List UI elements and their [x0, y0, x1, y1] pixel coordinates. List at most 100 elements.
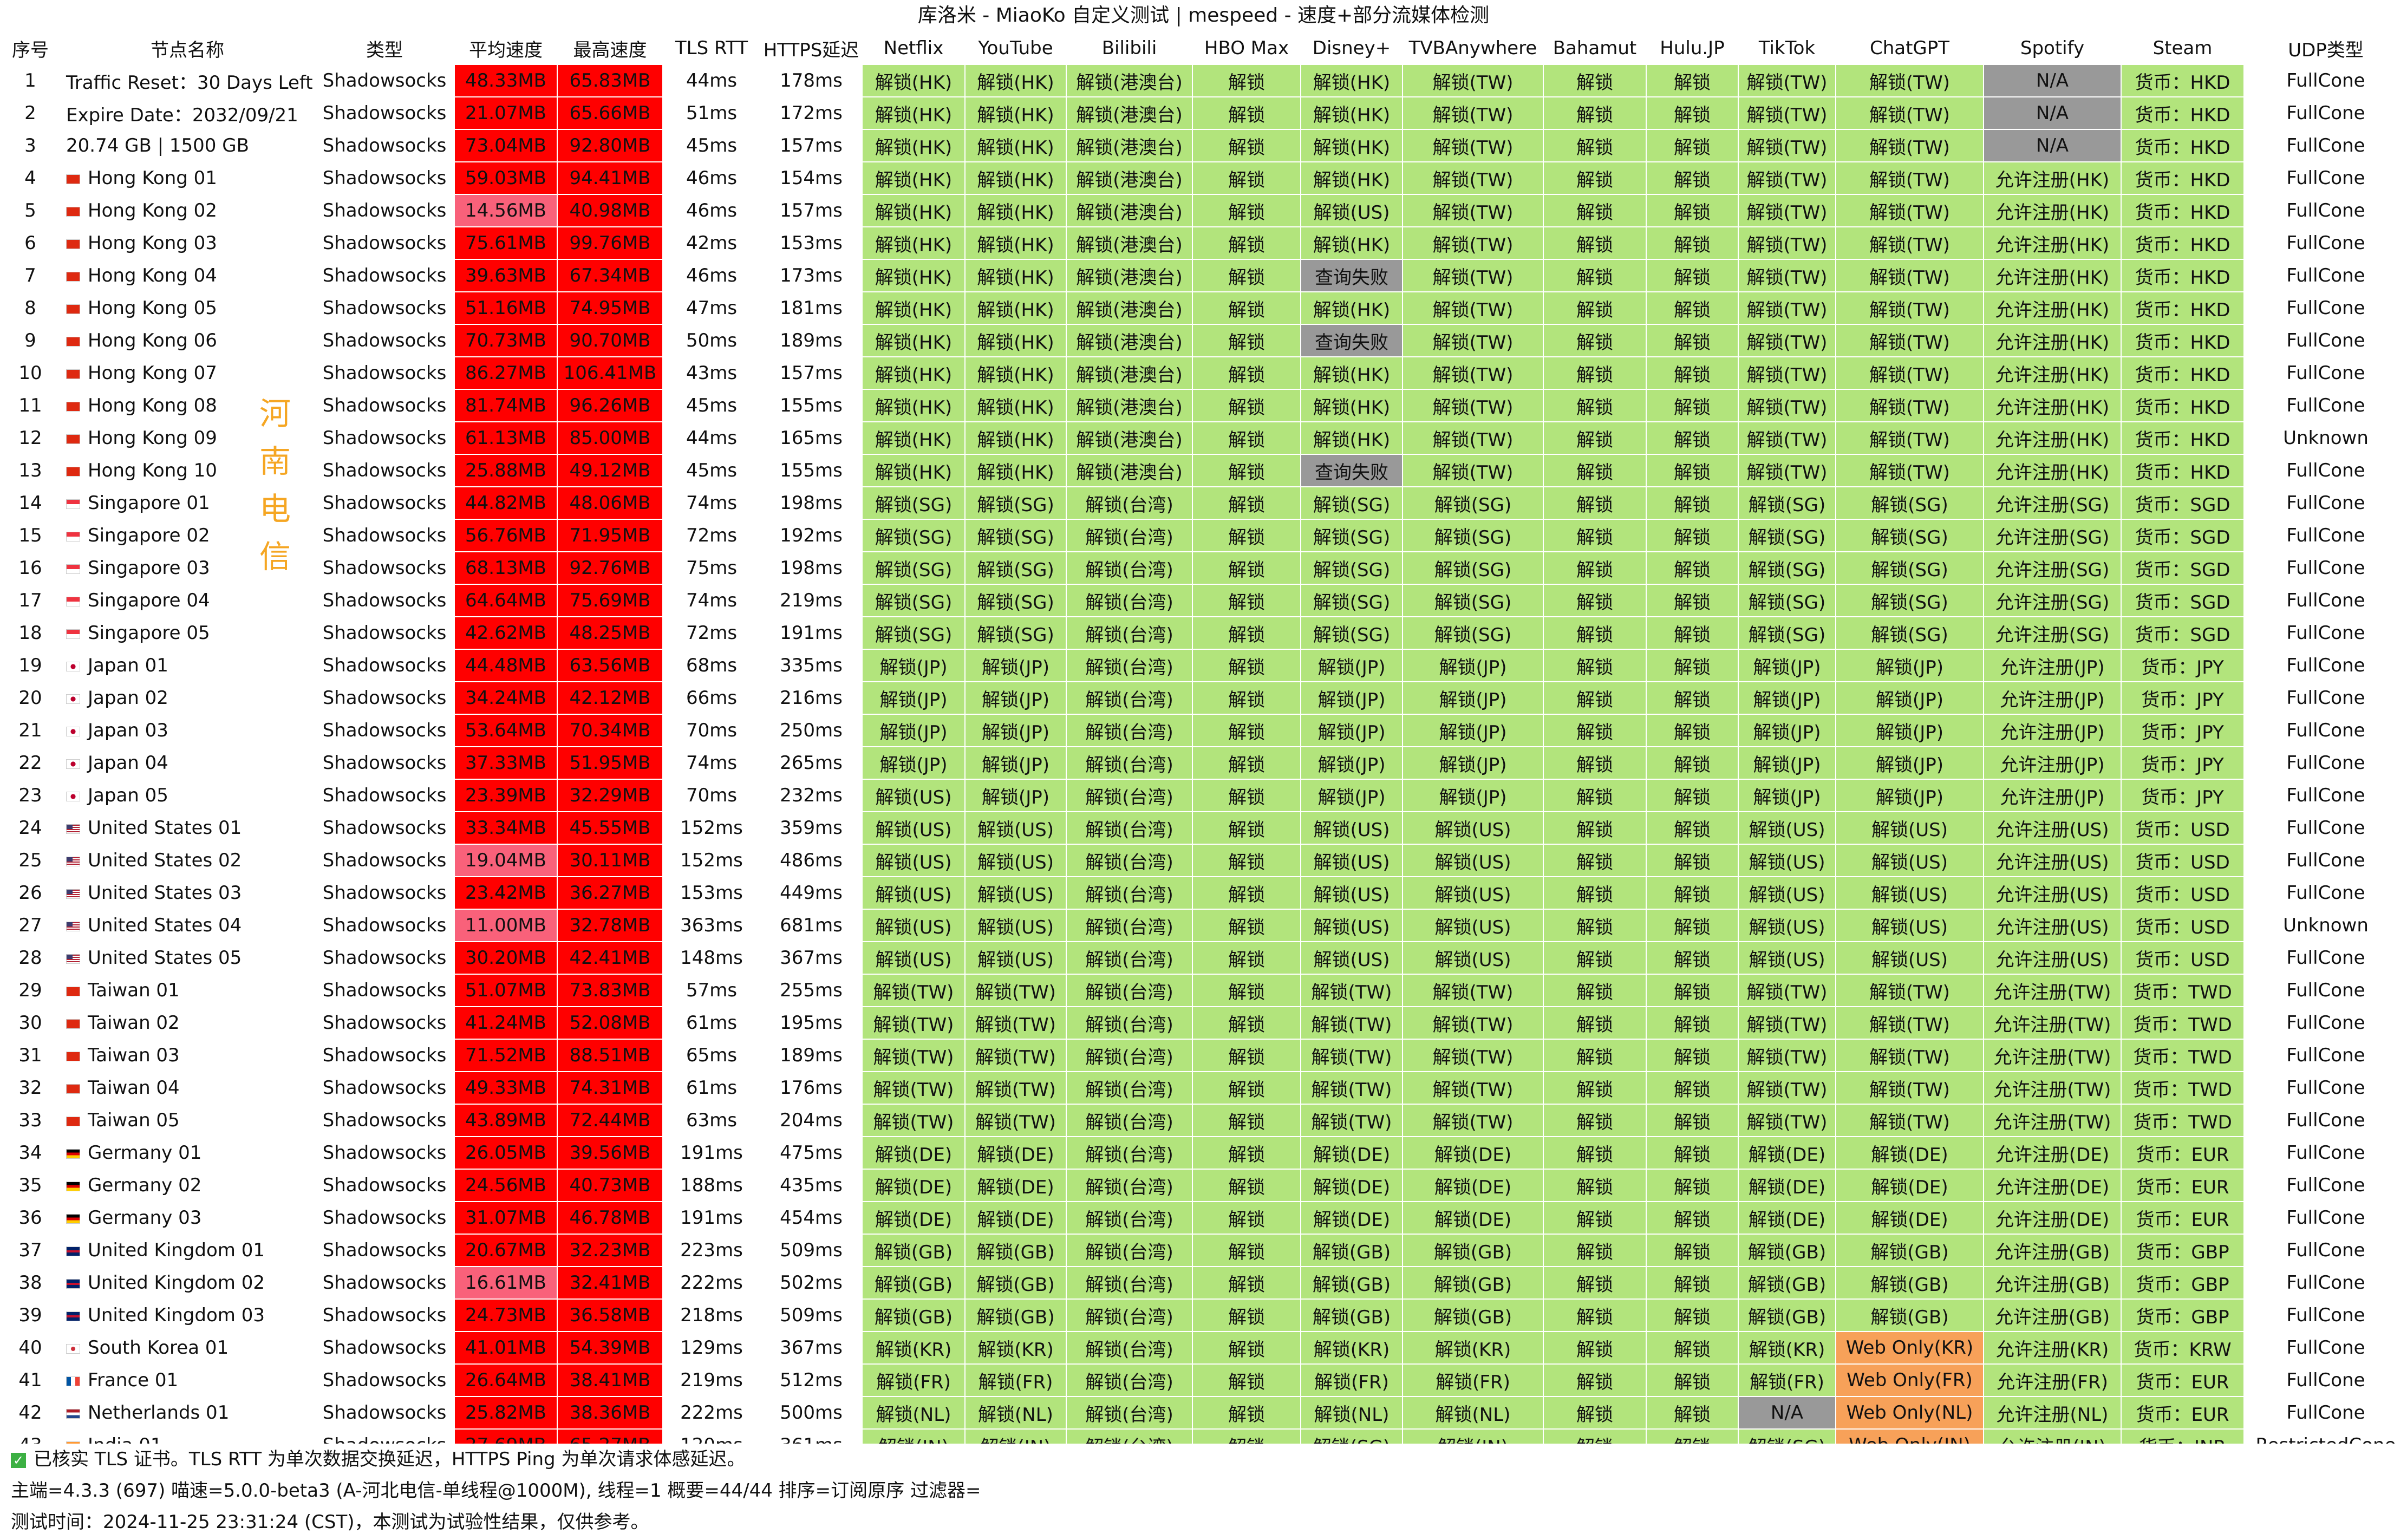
cell-type: Shadowsocks	[314, 1363, 455, 1397]
cell-type: Shadowsocks	[314, 486, 455, 520]
cell-avg: 51.07MB	[454, 974, 558, 1007]
cell-https: 219ms	[760, 584, 863, 617]
cell-hbo: 解锁	[1192, 616, 1301, 650]
cell-type: Shadowsocks	[314, 1104, 455, 1137]
cell-steam: 货币：HKD	[2121, 454, 2245, 487]
cell-udp: FullCone	[2243, 291, 2407, 325]
cell-udp: FullCone	[2243, 1071, 2407, 1105]
cell-netflix: 解锁(TW)	[862, 1104, 966, 1137]
cell-bilibili: 解锁(港澳台)	[1066, 389, 1193, 422]
cell-netflix: 解锁(GB)	[862, 1298, 966, 1332]
cell-type: Shadowsocks	[314, 454, 455, 487]
node-name: Hong Kong 08	[88, 395, 217, 416]
cell-steam: 货币：EUR	[2121, 1201, 2245, 1235]
cell-spotify: 允许注册(GB)	[1983, 1298, 2122, 1332]
cell-spotify: 允许注册(TW)	[1983, 974, 2122, 1007]
cell-netflix: 解锁(SG)	[862, 519, 966, 552]
cell-chatgpt: Web Only(FR)	[1835, 1363, 1984, 1397]
cell-tls: 222ms	[662, 1396, 761, 1430]
cell-bahamut: 解锁	[1543, 1234, 1647, 1267]
node-name: Hong Kong 01	[88, 167, 217, 189]
cell-chatgpt: 解锁(TW)	[1835, 194, 1984, 227]
cell-hulu: 解锁	[1646, 714, 1739, 747]
cell-hulu: 解锁	[1646, 974, 1739, 1007]
node-name: Hong Kong 07	[88, 362, 217, 384]
cell-avg: 31.07MB	[454, 1201, 558, 1235]
cell-tvb: 解锁(TW)	[1402, 356, 1544, 390]
column-header: Netflix	[862, 31, 966, 65]
cell-bilibili: 解锁(台湾)	[1066, 1104, 1193, 1137]
cell-idx: 1	[0, 64, 61, 97]
cell-avg: 64.64MB	[454, 584, 558, 617]
cell-avg: 25.88MB	[454, 454, 558, 487]
cell-spotify: 允许注册(KR)	[1983, 1331, 2122, 1365]
cell-type: Shadowsocks	[314, 876, 455, 910]
cell-hbo: 解锁	[1192, 324, 1301, 357]
cell-bilibili: 解锁(港澳台)	[1066, 64, 1193, 97]
table-row: 36 Germany 03 Shadowsocks 31.07MB 46.78MB 191…	[0, 1201, 2407, 1235]
cell-youtube: 解锁(US)	[964, 909, 1067, 942]
column-header: 序号	[0, 31, 61, 65]
cell-disney: 解锁(JP)	[1300, 649, 1403, 682]
column-header: Steam	[2121, 31, 2245, 65]
cell-hbo: 解锁	[1192, 1039, 1301, 1072]
cell-bahamut: 解锁	[1543, 194, 1647, 227]
cell-https: 216ms	[760, 681, 863, 715]
cell-udp: FullCone	[2243, 324, 2407, 357]
column-header: HBO Max	[1192, 31, 1301, 65]
cell-disney: 解锁(TW)	[1300, 1006, 1403, 1040]
cell-idx: 34	[0, 1136, 61, 1170]
cell-bahamut: 解锁	[1543, 324, 1647, 357]
cell-type: Shadowsocks	[314, 1169, 455, 1202]
cell-bilibili: 解锁(港澳台)	[1066, 129, 1193, 162]
cell-tiktok: 解锁(TW)	[1738, 1071, 1836, 1105]
cell-spotify: 允许注册(US)	[1983, 909, 2122, 942]
cell-hulu: 解锁	[1646, 356, 1739, 390]
cell-max: 74.95MB	[557, 291, 663, 325]
cell-name: Singapore 05	[60, 616, 315, 650]
cell-youtube: 解锁(HK)	[964, 194, 1067, 227]
cell-tvb: 解锁(US)	[1402, 941, 1544, 975]
cell-avg: 23.39MB	[454, 779, 558, 812]
cell-type: Shadowsocks	[314, 551, 455, 585]
cell-udp: FullCone	[2243, 226, 2407, 260]
cell-netflix: 解锁(KR)	[862, 1331, 966, 1365]
cell-udp: FullCone	[2243, 64, 2407, 97]
cell-bilibili: 解锁(港澳台)	[1066, 194, 1193, 227]
cell-udp: FullCone	[2243, 486, 2407, 520]
cell-udp: FullCone	[2243, 389, 2407, 422]
cell-spotify: 允许注册(HK)	[1983, 389, 2122, 422]
cell-tiktok: 解锁(JP)	[1738, 649, 1836, 682]
cell-hbo: 解锁	[1192, 681, 1301, 715]
cell-bilibili: 解锁(港澳台)	[1066, 226, 1193, 260]
table-row: 28 United States 05 Shadowsocks 30.20MB 42.4…	[0, 941, 2407, 975]
cell-bahamut: 解锁	[1543, 486, 1647, 520]
cell-max: 73.83MB	[557, 974, 663, 1007]
cell-steam: 货币：USD	[2121, 811, 2245, 845]
cell-hulu: 解锁	[1646, 1363, 1739, 1397]
cell-bahamut: 解锁	[1543, 1363, 1647, 1397]
cell-name: Japan 01	[60, 649, 315, 682]
cell-idx: 26	[0, 876, 61, 910]
table-row: 37 United Kingdom 01 Shadowsocks 20.67MB 32.…	[0, 1234, 2407, 1267]
cell-name: Singapore 04	[60, 584, 315, 617]
cell-netflix: 解锁(US)	[862, 844, 966, 877]
cell-tls: 57ms	[662, 974, 761, 1007]
cell-steam: 货币：EUR	[2121, 1363, 2245, 1397]
cell-https: 500ms	[760, 1396, 863, 1430]
cell-netflix: 解锁(SG)	[862, 584, 966, 617]
column-header: YouTube	[964, 31, 1067, 65]
node-name: Taiwan 03	[88, 1045, 180, 1066]
cell-disney: 解锁(TW)	[1300, 974, 1403, 1007]
table-row: 2 Expire Date：2032/09/21 Shadowsocks 21.07M…	[0, 96, 2407, 130]
cell-udp: FullCone	[2243, 519, 2407, 552]
cell-tiktok: 解锁(US)	[1738, 941, 1836, 975]
cell-https: 157ms	[760, 194, 863, 227]
cell-bahamut: 解锁	[1543, 519, 1647, 552]
cell-hulu: 解锁	[1646, 1006, 1739, 1040]
cell-name: Hong Kong 09	[60, 421, 315, 455]
cell-tiktok: 解锁(SG)	[1738, 584, 1836, 617]
cell-type: Shadowsocks	[314, 96, 455, 130]
cell-type: Shadowsocks	[314, 909, 455, 942]
cell-chatgpt: 解锁(JP)	[1835, 714, 1984, 747]
